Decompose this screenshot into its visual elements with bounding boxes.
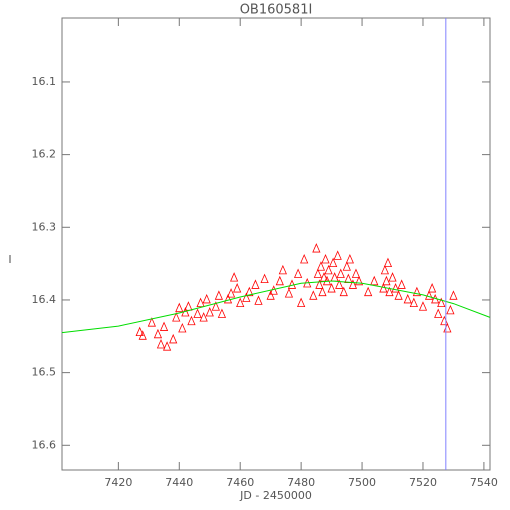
data-point: [443, 323, 452, 333]
data-point: [266, 290, 275, 300]
data-point: [251, 279, 260, 289]
data-point: [437, 297, 446, 307]
data-point: [449, 290, 458, 300]
data-point: [333, 250, 342, 260]
data-point: [339, 286, 348, 297]
plot-frame: [61, 17, 491, 471]
data-point: [162, 341, 172, 351]
data-point: [135, 326, 144, 337]
data-point: [382, 275, 391, 286]
data-point: [403, 293, 412, 304]
data-point: [309, 290, 318, 300]
data-point: [245, 286, 254, 297]
data-point: [348, 279, 358, 289]
x-tick-label: 7460: [226, 476, 254, 489]
data-point: [236, 297, 245, 307]
model-curve: [61, 280, 491, 334]
data-point: [418, 301, 428, 311]
data-point: [175, 302, 184, 313]
data-point: [364, 286, 373, 297]
data-point: [193, 308, 202, 318]
data-point: [211, 301, 220, 311]
data-point: [202, 293, 211, 304]
data-point: [316, 261, 326, 271]
data-point: [293, 268, 303, 278]
y-tick-label: 16.4: [32, 293, 57, 306]
data-point: [297, 297, 306, 307]
data-point: [233, 283, 242, 293]
data-point: [217, 308, 227, 318]
data-point: [321, 253, 330, 264]
x-tick-label: 7520: [409, 476, 437, 489]
data-point: [230, 272, 239, 282]
data-point: [159, 321, 169, 331]
data-point: [380, 264, 390, 275]
data-point: [318, 286, 327, 297]
data-point: [226, 288, 236, 298]
data-point: [260, 273, 269, 284]
data-point: [412, 286, 422, 297]
chart-title: OB160581I: [240, 3, 313, 18]
data-point: [329, 257, 338, 268]
data-point: [223, 293, 233, 304]
data-point: [446, 304, 455, 315]
data-point: [342, 261, 351, 271]
x-tick-label: 7500: [348, 476, 376, 489]
data-point: [428, 283, 437, 293]
data-point: [275, 275, 284, 286]
y-tick-label: 16.5: [32, 366, 57, 379]
x-tick-label: 7440: [165, 476, 193, 489]
data-point: [327, 283, 336, 293]
y-axis-label: I: [8, 253, 11, 266]
data-point: [388, 272, 397, 282]
data-point: [312, 243, 321, 253]
data-point: [205, 307, 214, 317]
y-tick-label: 16.6: [32, 438, 57, 451]
data-point: [354, 275, 364, 286]
data-point: [409, 297, 418, 307]
data-point: [434, 308, 443, 318]
y-tick-label: 16.1: [32, 75, 57, 88]
data-point: [138, 330, 147, 340]
x-tick-label: 7480: [287, 476, 315, 489]
data-point: [254, 295, 263, 305]
data-point: [156, 339, 166, 349]
data-point: [383, 257, 393, 268]
data-point: [351, 268, 361, 278]
data-point: [300, 253, 309, 264]
data-point: [214, 290, 223, 300]
data-point: [440, 315, 449, 326]
data-point: [242, 292, 251, 302]
data-point: [278, 264, 287, 275]
data-point: [324, 264, 333, 275]
data-point: [153, 328, 163, 339]
data-point: [169, 333, 178, 344]
data-point: [336, 268, 345, 278]
x-tick-label: 7540: [470, 476, 498, 489]
y-tick-label: 16.2: [32, 148, 57, 161]
data-point: [313, 268, 322, 278]
data-point: [424, 290, 434, 300]
data-point: [391, 283, 400, 293]
data-point: [178, 323, 187, 333]
data-point: [199, 312, 208, 322]
data-point: [187, 315, 196, 326]
data-point: [315, 279, 324, 289]
data-point: [284, 288, 294, 298]
data-point: [345, 253, 354, 264]
data-point: [385, 286, 394, 297]
x-axis-label: JD - 2450000: [239, 489, 312, 502]
data-point: [196, 297, 205, 307]
data-point: [344, 273, 353, 284]
data-point: [335, 279, 344, 289]
x-tick-label: 7420: [104, 476, 132, 489]
data-point: [370, 275, 379, 286]
data-point: [147, 317, 156, 327]
data-point: [397, 279, 406, 289]
data-point: [172, 312, 181, 322]
data-point: [394, 290, 403, 300]
y-tick-label: 16.3: [32, 220, 57, 233]
